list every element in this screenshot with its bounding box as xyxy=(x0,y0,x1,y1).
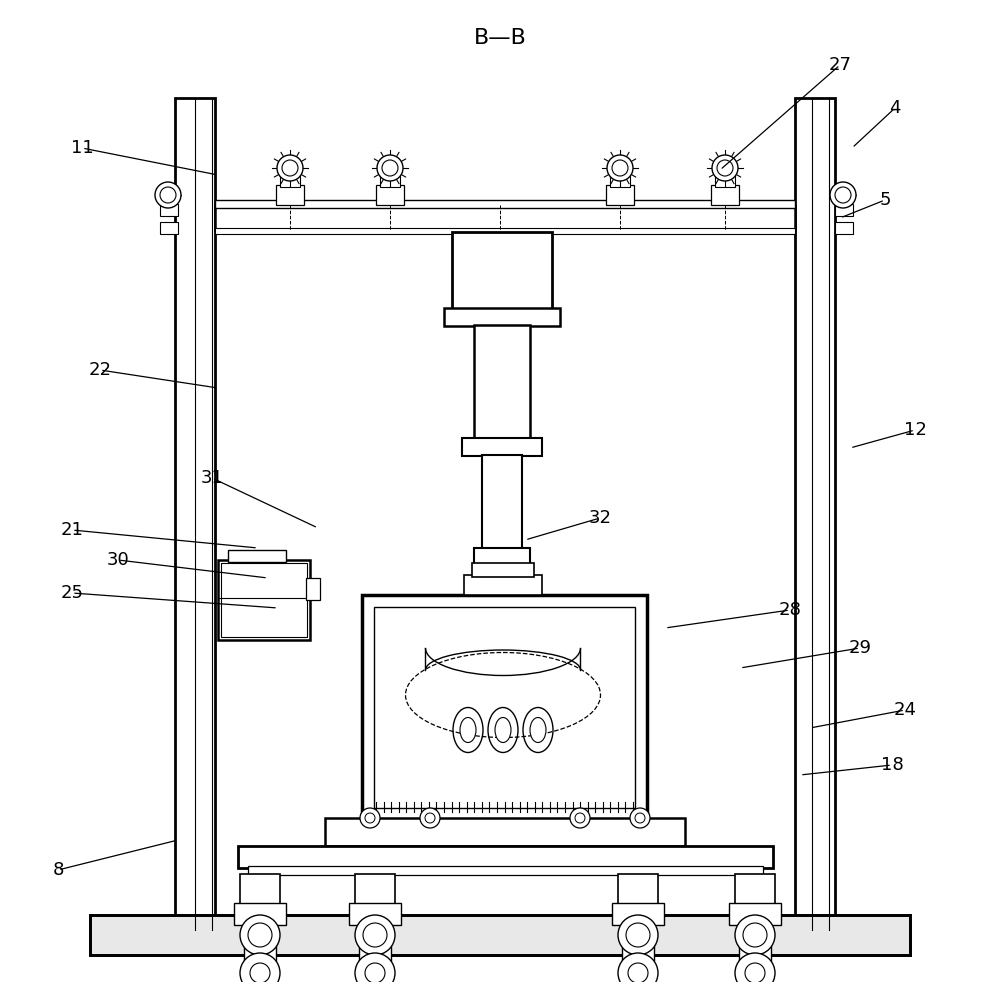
Bar xyxy=(90,915,910,955)
Bar xyxy=(244,943,276,961)
Bar xyxy=(618,874,658,904)
Circle shape xyxy=(712,155,738,181)
Bar xyxy=(374,607,635,808)
Ellipse shape xyxy=(460,718,476,742)
Bar xyxy=(160,204,178,216)
Bar xyxy=(735,874,775,904)
Text: 32: 32 xyxy=(588,509,612,527)
Bar xyxy=(276,185,304,205)
Circle shape xyxy=(626,923,650,947)
Bar xyxy=(835,204,853,216)
Text: 31: 31 xyxy=(201,469,223,487)
Bar xyxy=(711,185,739,205)
Text: 30: 30 xyxy=(107,551,129,569)
Ellipse shape xyxy=(530,718,546,742)
Bar xyxy=(248,866,763,875)
Bar xyxy=(490,567,514,612)
Circle shape xyxy=(355,953,395,982)
Circle shape xyxy=(277,155,303,181)
Circle shape xyxy=(570,808,590,828)
Circle shape xyxy=(735,915,775,955)
Text: 22: 22 xyxy=(88,361,112,379)
Circle shape xyxy=(360,808,380,828)
Text: 25: 25 xyxy=(60,584,84,602)
Circle shape xyxy=(240,915,280,955)
Circle shape xyxy=(628,963,648,982)
Bar xyxy=(215,205,795,230)
Circle shape xyxy=(355,915,395,955)
Circle shape xyxy=(365,963,385,982)
Text: 28: 28 xyxy=(779,601,801,619)
Circle shape xyxy=(377,155,403,181)
Bar xyxy=(835,222,853,234)
Text: 24: 24 xyxy=(894,701,916,719)
Bar xyxy=(739,943,771,961)
Bar xyxy=(240,874,280,904)
Circle shape xyxy=(607,155,633,181)
Bar xyxy=(452,232,552,310)
Bar xyxy=(362,595,647,820)
Circle shape xyxy=(630,808,650,828)
Bar xyxy=(729,903,781,925)
Bar xyxy=(472,563,534,577)
Circle shape xyxy=(248,923,272,947)
Bar xyxy=(234,903,286,925)
Bar xyxy=(795,98,835,930)
Circle shape xyxy=(735,953,775,982)
Bar xyxy=(474,548,530,568)
Circle shape xyxy=(363,923,387,947)
Circle shape xyxy=(420,808,440,828)
Text: 21: 21 xyxy=(61,521,83,539)
Bar xyxy=(218,560,310,640)
Bar xyxy=(462,438,542,456)
Bar xyxy=(215,228,795,234)
Bar xyxy=(622,943,654,961)
Text: 27: 27 xyxy=(828,56,852,74)
Bar xyxy=(464,575,542,595)
Bar xyxy=(474,325,530,440)
Ellipse shape xyxy=(495,718,511,742)
Circle shape xyxy=(618,953,658,982)
Circle shape xyxy=(743,923,767,947)
Bar xyxy=(612,903,664,925)
Bar xyxy=(280,175,300,187)
Text: 8: 8 xyxy=(52,861,64,879)
Bar xyxy=(610,175,630,187)
Bar xyxy=(306,578,320,600)
Bar xyxy=(215,200,795,208)
Text: 5: 5 xyxy=(879,191,891,209)
Bar xyxy=(238,846,773,868)
Bar xyxy=(221,563,307,637)
Bar xyxy=(228,550,286,562)
Bar xyxy=(355,874,395,904)
Circle shape xyxy=(618,915,658,955)
Circle shape xyxy=(240,953,280,982)
Circle shape xyxy=(745,963,765,982)
Text: B—B: B—B xyxy=(474,28,526,48)
Text: 12: 12 xyxy=(904,421,926,439)
Bar xyxy=(325,818,685,846)
Bar xyxy=(90,915,910,955)
Bar xyxy=(444,308,560,326)
Text: 29: 29 xyxy=(848,639,872,657)
Circle shape xyxy=(830,182,856,208)
Bar xyxy=(606,185,634,205)
Text: 18: 18 xyxy=(881,756,903,774)
Bar xyxy=(359,943,391,961)
Bar xyxy=(482,455,522,550)
Bar xyxy=(376,185,404,205)
Text: 4: 4 xyxy=(889,99,901,117)
Circle shape xyxy=(155,182,181,208)
Bar xyxy=(349,903,401,925)
Text: 11: 11 xyxy=(71,139,93,157)
Circle shape xyxy=(250,963,270,982)
Bar xyxy=(160,222,178,234)
Bar xyxy=(380,175,400,187)
Bar xyxy=(175,98,215,930)
Bar xyxy=(715,175,735,187)
